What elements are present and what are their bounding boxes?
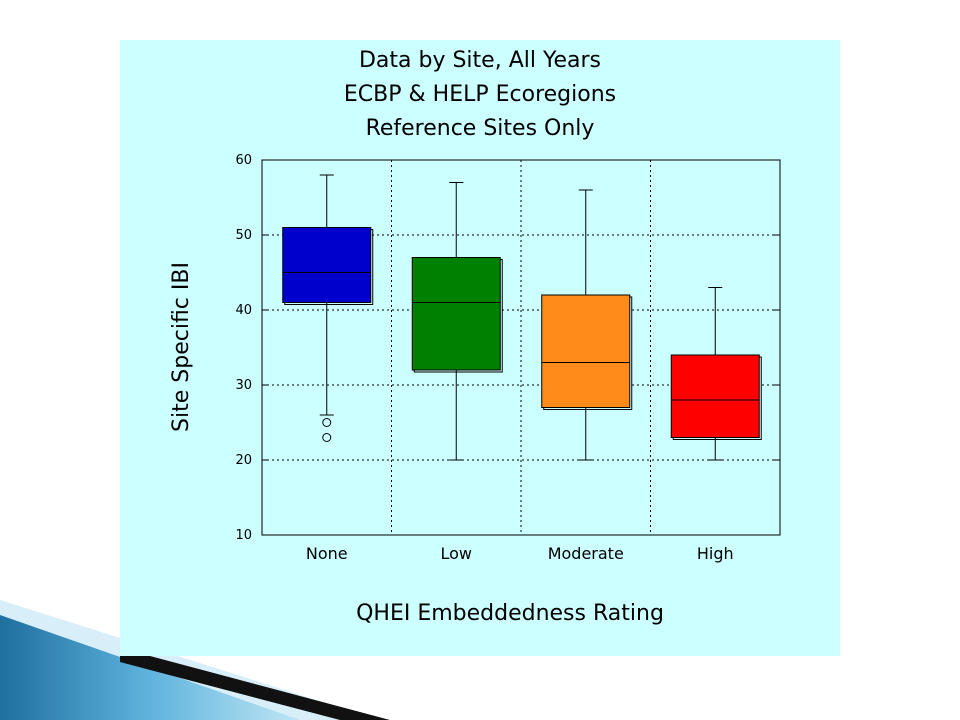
slide-swoosh-dark bbox=[120, 648, 390, 720]
x-category-label: High bbox=[697, 544, 734, 563]
box-high bbox=[670, 287, 762, 461]
box-low bbox=[411, 182, 503, 461]
box-none bbox=[282, 174, 374, 442]
box-plot: 10 20 30 40 50 60 None Low Moderate High QHEI Em… bbox=[169, 153, 781, 626]
plot-frame bbox=[261, 159, 781, 536]
box-iqr bbox=[411, 257, 501, 371]
y-tick-label: 10 bbox=[235, 528, 252, 543]
x-axis-title: QHEI Embeddedness Rating bbox=[356, 601, 664, 626]
y-tick-label: 20 bbox=[235, 453, 252, 468]
chart-panel: Data by Site, All Years ECBP & HELP Ecor… bbox=[120, 40, 840, 656]
box-moderate bbox=[541, 189, 633, 461]
y-axis-ticks: 10 20 30 40 50 60 bbox=[235, 153, 780, 543]
y-tick-label: 40 bbox=[235, 303, 252, 318]
box-iqr bbox=[541, 294, 631, 408]
outlier-point bbox=[322, 433, 332, 442]
y-tick-label: 30 bbox=[235, 378, 252, 393]
box-series bbox=[282, 174, 762, 461]
y-tick-label: 60 bbox=[235, 153, 252, 168]
x-category-label: Moderate bbox=[548, 544, 624, 563]
y-tick-label: 50 bbox=[235, 228, 252, 243]
y-axis-title: Site Specific IBI bbox=[169, 262, 194, 432]
chart-title-line-1: Data by Site, All Years bbox=[358, 48, 602, 73]
chart-title-line-3: Reference Sites Only bbox=[365, 116, 595, 141]
x-axis-categories: None Low Moderate High bbox=[306, 544, 734, 563]
x-category-label: Low bbox=[440, 544, 472, 563]
chart-title-line-2: ECBP & HELP Ecoregions bbox=[343, 82, 617, 107]
box-iqr bbox=[282, 227, 372, 303]
x-category-label: None bbox=[306, 544, 348, 563]
outlier-point bbox=[322, 418, 332, 427]
grid bbox=[262, 160, 780, 535]
box-iqr bbox=[670, 354, 760, 438]
